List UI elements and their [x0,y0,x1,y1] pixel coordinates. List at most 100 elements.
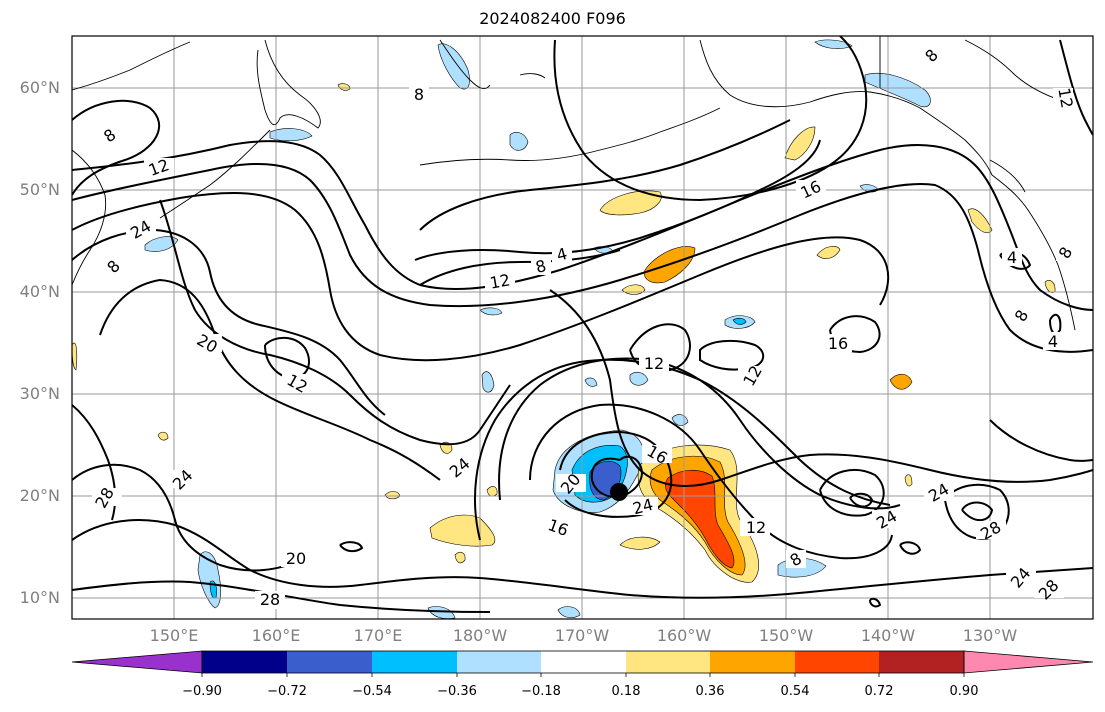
contour-label: 20 [286,549,306,568]
negative-anomaly-region [584,377,598,387]
map-title: 2024082400 F096 [479,9,626,28]
colorbar-tick-label: −0.18 [521,684,561,699]
negative-anomaly-region [144,236,179,252]
cyclone-center-marker [610,483,628,501]
contour-line [72,163,1093,353]
contour-line [419,119,791,231]
contour-line [99,278,441,481]
gridlines [72,36,1093,619]
contour-line [264,336,310,380]
contour-label: 12 [644,354,664,373]
negative-anomaly-region [732,317,747,325]
negative-anomaly-region [864,72,931,108]
positive-anomaly-region [157,431,169,441]
contour-label: 24 [169,466,197,494]
positive-anomaly-region [784,126,816,161]
contour-line [419,249,621,286]
contour-label: 12 [1054,86,1076,109]
canada-coast [964,39,1061,101]
colorbar-low-extension [71,650,203,674]
positive-anomaly-region [72,342,78,371]
lon-label: 170°W [554,626,610,645]
positive-anomaly-region [665,469,735,569]
colorbar-tick-label: −0.36 [437,684,477,699]
contour-label: 24 [631,495,656,519]
contour-label: 28 [260,590,280,609]
aleutian-islands [419,107,721,166]
contour-line [944,483,1010,540]
negative-anomaly-region [427,606,456,619]
contour-label: 24 [446,454,474,482]
contour-line [529,403,893,560]
colorbar-segment [202,651,287,673]
contour-line [869,597,882,608]
contour-line [1049,313,1062,335]
contour-label: 12 [746,518,766,537]
lon-label: 150°E [149,626,199,645]
positive-anomaly-region [486,486,498,497]
positive-anomaly-region [889,373,913,390]
colorbar-segment [710,651,795,673]
map-frame [71,35,1094,620]
negative-anomaly-region [557,606,581,619]
lat-label: 20°N [19,486,60,505]
contour-label: 4 [1048,332,1058,351]
colorbar-tick-label: 0.36 [695,684,725,699]
contour-label-group: 8 12 24 8 20 12 28 20 28 24 20 16 24 16 … [91,45,1077,609]
positive-anomaly-region [429,514,496,547]
negative-anomaly-region [479,307,503,316]
colorbar-tick-label: 0.54 [780,684,810,699]
contour-line [849,492,874,508]
contour-line [1059,39,1093,136]
coastlines [72,36,1076,331]
colorbar-segment [372,651,457,673]
negative-anomaly-region [437,43,470,90]
contour-label: 8 [414,85,424,104]
contour-line [414,139,821,261]
colorbar-segment [879,651,964,673]
contour-lines [72,36,1093,613]
positive-anomaly-region [816,246,841,259]
positive-anomaly-region [904,474,913,487]
contour-line [553,36,868,202]
negative-anomaly-region [481,371,495,393]
contour-label: 8 [533,256,548,277]
positive-anomaly-region [621,284,646,295]
contour-label: 16 [828,334,848,353]
colorbar-tick-label: −0.54 [352,684,392,699]
contour-line [72,192,890,362]
alaska-coastline [699,39,993,176]
st-lawrence-island [519,73,546,79]
positive-anomaly-region [384,491,401,500]
lat-label: 40°N [19,282,60,301]
contour-label: 4 [554,244,569,265]
positive-anomaly-region [1044,280,1056,293]
lon-label: 180°W [452,626,508,645]
contour-label: 4 [1007,248,1017,267]
contour-label: 28 [1035,576,1063,604]
colorbar-segment [626,651,710,673]
positive-anomaly-region [454,551,466,564]
positive-anomaly-region [337,83,351,91]
contour-line [549,289,1093,487]
lon-label: 160°E [251,626,301,645]
positive-anomaly-region [619,536,661,550]
contour-line [989,419,1093,462]
colorbar [71,650,1094,677]
contour-line [72,519,1093,599]
colorbar-segment [457,651,541,673]
colorbar-tick-label: −0.90 [182,684,222,699]
colorbar-tick-label: 0.72 [864,684,894,699]
okhotsk-coastline [72,41,191,91]
contour-line [699,339,765,371]
negative-anomaly-region [269,128,313,142]
contour-line [899,541,922,555]
lon-label: 150°W [758,626,814,645]
contour-line [72,99,161,196]
lon-label: 170°E [353,626,403,645]
vancouver-island [989,159,1026,193]
lat-label: 60°N [19,78,60,97]
contour-line [559,430,673,518]
colorbar-tick-label: 0.90 [949,684,979,699]
